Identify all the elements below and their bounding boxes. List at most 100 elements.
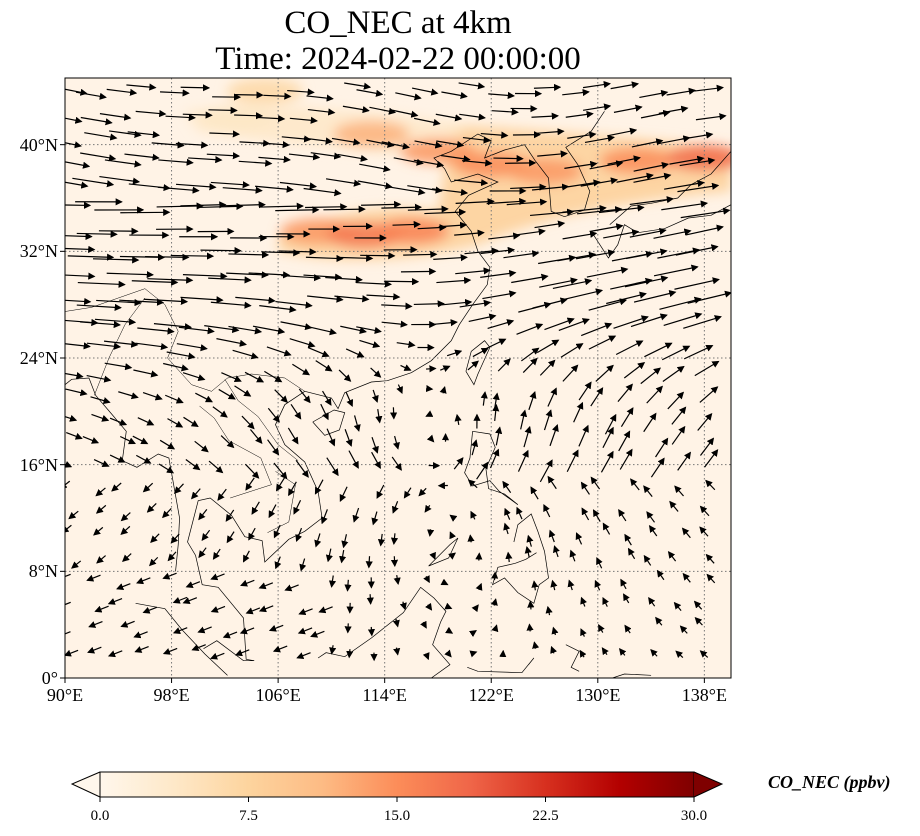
wind-arrow xyxy=(468,313,497,323)
wind-arrow xyxy=(613,315,649,329)
wind-arrow xyxy=(492,108,519,116)
wind-arrow xyxy=(256,114,286,123)
colorbar-tick-label: 15.0 xyxy=(383,808,411,824)
wind-arrow xyxy=(580,322,613,337)
wind-arrow xyxy=(655,437,669,458)
wind-arrow xyxy=(65,161,91,169)
wind-arrow xyxy=(580,628,587,637)
wind-arrow xyxy=(72,177,115,188)
wind-arrow xyxy=(146,502,157,513)
wind-arrow xyxy=(80,116,113,126)
country-border xyxy=(199,405,272,499)
wind-arrow xyxy=(664,179,705,190)
wind-arrow xyxy=(467,360,479,371)
wind-arrow xyxy=(310,152,342,160)
wind-arrow xyxy=(86,375,112,383)
wind-arrow xyxy=(699,386,719,403)
wind-arrow xyxy=(234,385,252,397)
wind-arrow xyxy=(545,605,553,616)
wind-arrow xyxy=(377,533,386,547)
wind-arrow xyxy=(491,624,499,633)
wind-arrow xyxy=(681,527,691,539)
wind-arrow xyxy=(440,298,473,307)
wind-arrow xyxy=(244,371,265,383)
wind-arrow xyxy=(432,319,458,327)
wind-arrow xyxy=(338,369,352,382)
wind-arrow xyxy=(403,250,438,259)
wind-arrow xyxy=(66,431,83,440)
wind-arrow xyxy=(445,626,454,634)
lat-tick-label: 16°N xyxy=(19,454,58,475)
wind-arrow xyxy=(175,183,217,191)
wind-arrow xyxy=(84,132,118,141)
wind-arrow xyxy=(133,369,159,378)
wind-arrow xyxy=(467,479,478,489)
wind-arrow xyxy=(620,407,634,428)
wind-arrow xyxy=(441,91,468,99)
wind-arrow xyxy=(222,631,238,639)
wind-arrow xyxy=(539,277,578,288)
wind-arrow xyxy=(706,573,716,584)
wind-arrow xyxy=(674,277,720,290)
wind-arrow xyxy=(143,297,189,305)
wind-arrow xyxy=(93,256,140,264)
wind-arrow xyxy=(699,437,715,456)
wind-arrow xyxy=(448,552,457,560)
wind-arrow xyxy=(615,340,644,356)
wind-arrow xyxy=(399,601,407,611)
wind-arrow xyxy=(93,459,110,467)
wind-arrow xyxy=(232,349,259,360)
wind-arrow xyxy=(367,626,376,637)
wind-arrow xyxy=(342,105,370,114)
wind-arrow xyxy=(656,569,665,581)
wind-arrow xyxy=(200,247,242,255)
wind-arrow xyxy=(90,396,111,405)
wind-arrow xyxy=(610,81,640,90)
wind-arrow xyxy=(472,347,489,358)
wind-arrow xyxy=(375,409,383,424)
wind-arrow xyxy=(551,626,559,636)
wind-arrow xyxy=(220,435,235,449)
wind-arrow xyxy=(675,650,684,659)
wind-arrow xyxy=(281,135,312,143)
wind-arrow xyxy=(226,531,235,544)
wind-arrow xyxy=(467,534,475,543)
wind-arrow xyxy=(255,185,294,193)
wind-arrow xyxy=(124,153,160,161)
wind-arrow xyxy=(411,87,439,96)
wind-arrow xyxy=(320,403,329,421)
wind-arrow xyxy=(449,514,458,522)
wind-arrow xyxy=(159,439,176,450)
wind-arrow xyxy=(557,251,597,262)
wind-arrow xyxy=(287,427,299,445)
wind-arrow xyxy=(624,275,669,288)
wind-arrow xyxy=(216,338,248,347)
wind-arrow xyxy=(328,575,337,588)
wind-arrow xyxy=(163,362,189,372)
wind-arrow xyxy=(274,389,288,404)
wind-arrow xyxy=(345,348,365,358)
wind-arrow xyxy=(679,625,688,634)
wind-arrow xyxy=(336,254,374,262)
wind-arrow xyxy=(284,584,299,592)
wind-arrow xyxy=(588,298,628,311)
wind-arrow xyxy=(353,415,361,432)
wind-arrow xyxy=(356,89,384,97)
wind-arrow xyxy=(435,113,463,122)
wind-arrow xyxy=(677,182,720,193)
wind-arrow xyxy=(680,207,731,219)
wind-arrow xyxy=(297,627,313,635)
wind-arrow xyxy=(677,451,692,471)
wind-arrow xyxy=(180,84,211,92)
wind-arrow xyxy=(272,645,288,653)
wind-arrow xyxy=(210,181,250,189)
wind-arrow xyxy=(268,504,277,519)
wind-arrow xyxy=(212,406,228,418)
wind-arrow xyxy=(258,155,291,164)
wind-arrow xyxy=(422,652,430,661)
wind-arrow xyxy=(344,579,352,592)
wind-arrow xyxy=(588,335,617,350)
wind-arrow xyxy=(562,88,590,97)
wind-arrow xyxy=(601,647,609,656)
wind-arrow xyxy=(305,203,348,211)
